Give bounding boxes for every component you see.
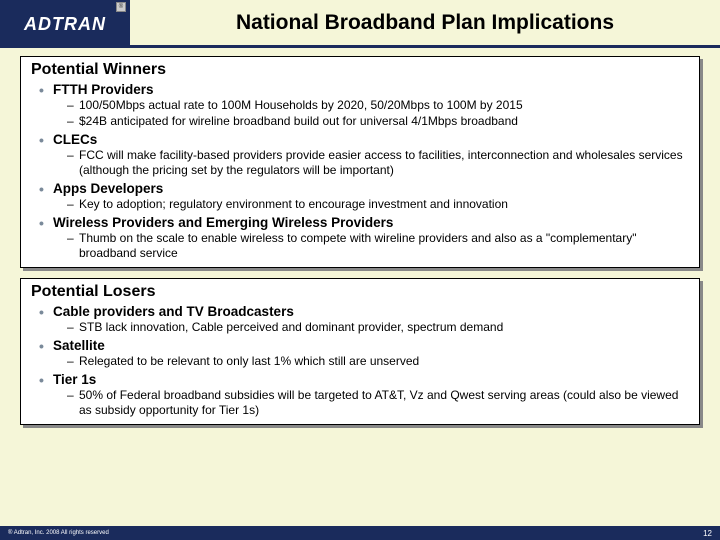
sub-item: FCC will make facility-based providers p… [67,148,689,178]
logo-box: ADTRAN ® [0,0,130,48]
section-heading: Potential Losers [31,283,689,301]
bullet-item: CLECs [39,132,689,147]
page-number: 12 [703,529,712,538]
footer-bar: ® Adtran, Inc. 2008 All rights reserved … [0,526,720,540]
sub-item: $24B anticipated for wireline broadband … [67,114,689,129]
panel-losers: Potential Losers Cable providers and TV … [20,278,700,425]
sub-item: Key to adoption; regulatory environment … [67,197,689,212]
bullet-item: Tier 1s [39,372,689,387]
page-title: National Broadband Plan Implications [236,11,614,35]
sub-item: Thumb on the scale to enable wireless to… [67,231,689,261]
copyright-text: ® Adtran, Inc. 2008 All rights reserved [8,530,109,536]
bullet-item: Cable providers and TV Broadcasters [39,304,689,319]
sub-item: Relegated to be relevant to only last 1%… [67,354,689,369]
sub-item: STB lack innovation, Cable perceived and… [67,320,689,335]
slide-header: ADTRAN ® National Broadband Plan Implica… [0,0,720,48]
content-area: Potential Winners FTTH Providers 100/50M… [0,48,720,425]
title-area: National Broadband Plan Implications [130,0,720,48]
bullet-item: Satellite [39,338,689,353]
bullet-item: Apps Developers [39,181,689,196]
section-heading: Potential Winners [31,61,689,79]
sub-item: 50% of Federal broadband subsidies will … [67,388,689,418]
logo-text: ADTRAN [24,14,106,35]
sub-item: 100/50Mbps actual rate to 100M Household… [67,98,689,113]
bullet-item: Wireless Providers and Emerging Wireless… [39,215,689,230]
registered-icon: ® [116,2,126,12]
bullet-item: FTTH Providers [39,82,689,97]
panel-winners: Potential Winners FTTH Providers 100/50M… [20,56,700,268]
